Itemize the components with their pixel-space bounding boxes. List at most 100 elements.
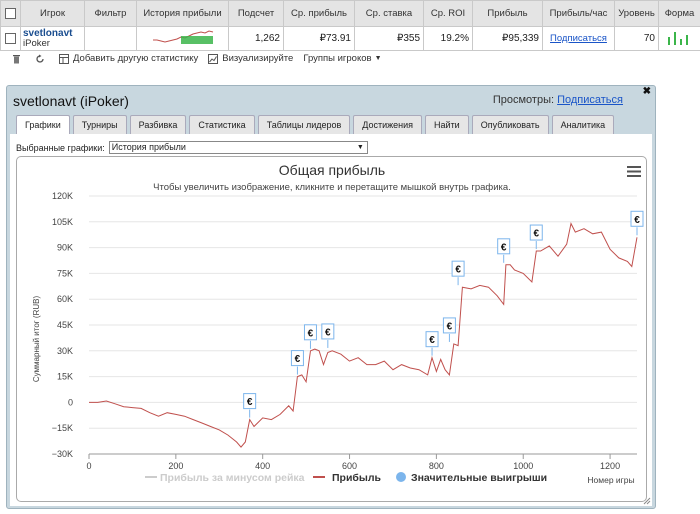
legend-big-wins[interactable]: Значительные выигрыши [396, 472, 547, 484]
big-win-marker: € [425, 331, 439, 356]
legend-rake[interactable]: Прибыль за минусом рейка [145, 472, 305, 484]
header-form[interactable]: Форма [658, 0, 700, 27]
big-win-flag [529, 224, 543, 241]
player-panel: svetlonavt (iPoker) Просмотры: Подписать… [6, 85, 656, 509]
header-avg-roi[interactable]: Ср. ROI [423, 0, 473, 27]
legend-profit-label: Прибыль [332, 472, 382, 484]
y-tick-label: 15K [57, 372, 73, 382]
euro-icon: € [447, 321, 453, 332]
big-win-flag [303, 324, 317, 341]
subscribe-link-table[interactable]: Подписаться [550, 33, 607, 44]
tab-publish[interactable]: Опубликовать [471, 115, 549, 134]
big-win-flag [321, 323, 335, 340]
legend-big-wins-label: Значительные выигрыши [411, 472, 547, 484]
visualize-button[interactable]: Визуализируйте [208, 53, 293, 64]
legend-rake-label: Прибыль за минусом рейка [160, 472, 305, 484]
big-win-flag [290, 350, 304, 367]
tab-leaderboards[interactable]: Таблицы лидеров [257, 115, 351, 134]
add-stat-label: Добавить другую статистику [73, 53, 199, 64]
euro-icon: € [325, 327, 331, 338]
avg-stake-cell: ₽355 [354, 26, 424, 51]
tab-analytics[interactable]: Аналитика [551, 115, 615, 134]
player-name[interactable]: svetlonavt [23, 27, 73, 39]
profit-history-sparkline [136, 26, 229, 51]
table-header-row: Игрок Фильтр История прибыли Подсчет Ср.… [0, 0, 700, 27]
close-icon[interactable]: ✖ [642, 86, 651, 97]
chart-select-value: История прибыли [111, 142, 186, 152]
chart-selector-row: Выбранные графики: История прибыли ▼ [16, 141, 368, 154]
select-all-checkbox[interactable] [0, 0, 21, 27]
profit-chart[interactable]: −30K −15K 0 15K 30K 45K 60K 75K 90K 105K 120K 0 200… [17, 157, 648, 503]
filter-cell [84, 26, 137, 51]
euro-icon: € [634, 215, 640, 226]
euro-icon: € [429, 335, 435, 346]
table-add-icon [59, 53, 69, 64]
table-row: svetlonavt iPoker 1,262 ₽73.91 ₽355 19.2… [0, 26, 700, 51]
chevron-down-icon: ▼ [356, 144, 364, 151]
player-cell[interactable]: svetlonavt iPoker [20, 26, 85, 51]
tab-charts[interactable]: Графики [16, 115, 70, 135]
panel-tabs: Графики Турниры Разбивка Статистика Табл… [16, 115, 617, 135]
y-tick-label: −30K [52, 449, 73, 459]
selected-charts-label: Выбранные графики: [16, 142, 105, 153]
add-stat-button[interactable]: Добавить другую статистику [59, 53, 198, 64]
player-groups-dropdown[interactable]: Группы игроков ▼ [303, 53, 381, 64]
trash-icon [13, 54, 20, 63]
header-profit[interactable]: Прибыль [472, 0, 543, 27]
header-player[interactable]: Игрок [20, 0, 85, 27]
header-avg-stake[interactable]: Ср. ставка [354, 0, 424, 27]
big-win-marker: € [529, 224, 543, 250]
panel-title: svetlonavt (iPoker) [13, 93, 129, 109]
panel-views: Просмотры: Подписаться [493, 94, 623, 106]
y-tick-label: 45K [57, 320, 73, 330]
header-level[interactable]: Уровень [614, 0, 659, 27]
tab-tournaments[interactable]: Турниры [72, 115, 127, 134]
y-tick-label: 60K [57, 294, 73, 304]
y-tick-label: 0 [68, 397, 73, 407]
delete-button[interactable] [12, 54, 25, 64]
big-win-flag [630, 210, 644, 227]
x-tick-label: 1000 [513, 461, 533, 471]
header-count[interactable]: Подсчет [228, 0, 284, 27]
avg-roi-cell: 19.2% [423, 26, 473, 51]
chart-icon [208, 53, 219, 64]
header-avg-profit[interactable]: Ср. прибыль [283, 0, 355, 27]
refresh-button[interactable] [35, 54, 49, 64]
tab-achievements[interactable]: Достижения [353, 115, 423, 134]
views-label: Просмотры: [492, 94, 555, 106]
resize-handle-icon[interactable] [643, 497, 651, 505]
big-win-flag [425, 331, 439, 348]
header-profit-per-hour[interactable]: Прибыль/час [542, 0, 615, 27]
chart-container[interactable]: −30K −15K 0 15K 30K 45K 60K 75K 90K 105K 120K 0 200… [16, 156, 647, 502]
header-filter[interactable]: Фильтр [84, 0, 137, 27]
euro-icon: € [308, 328, 314, 339]
y-tick-label: 120K [52, 191, 73, 201]
euro-icon: € [455, 265, 461, 276]
x-tick-label: 800 [429, 461, 444, 471]
big-win-flag [451, 260, 465, 277]
big-win-marker: € [303, 324, 317, 349]
profit-per-hour-cell: Подписаться [542, 26, 615, 51]
form-cell [658, 26, 700, 51]
player-groups-label: Группы игроков [303, 53, 372, 64]
tab-find[interactable]: Найти [425, 115, 469, 134]
profit-cell: ₽95,339 [472, 26, 543, 51]
row-checkbox[interactable] [0, 26, 21, 51]
chart-select[interactable]: История прибыли ▼ [108, 141, 368, 154]
y-tick-label: 90K [57, 243, 73, 253]
panel-body: Выбранные графики: История прибыли ▼ −30… [10, 134, 652, 506]
legend-profit[interactable]: Прибыль [313, 472, 382, 484]
euro-icon: € [247, 397, 253, 408]
y-tick-label: 75K [57, 268, 73, 278]
big-win-flag [243, 393, 257, 410]
big-win-marker: € [497, 238, 511, 263]
tab-statistics[interactable]: Статистика [189, 115, 255, 134]
tab-breakdown[interactable]: Разбивка [129, 115, 187, 134]
profit-series-line [89, 221, 638, 448]
header-profit-history[interactable]: История прибыли [136, 0, 229, 27]
avg-profit-cell: ₽73.91 [283, 26, 355, 51]
chart-subtitle: Чтобы увеличить изображение, кликните и … [153, 182, 511, 193]
views-subscribe-link[interactable]: Подписаться [557, 94, 623, 106]
big-win-flag [442, 317, 456, 334]
menu-icon[interactable] [627, 166, 641, 177]
